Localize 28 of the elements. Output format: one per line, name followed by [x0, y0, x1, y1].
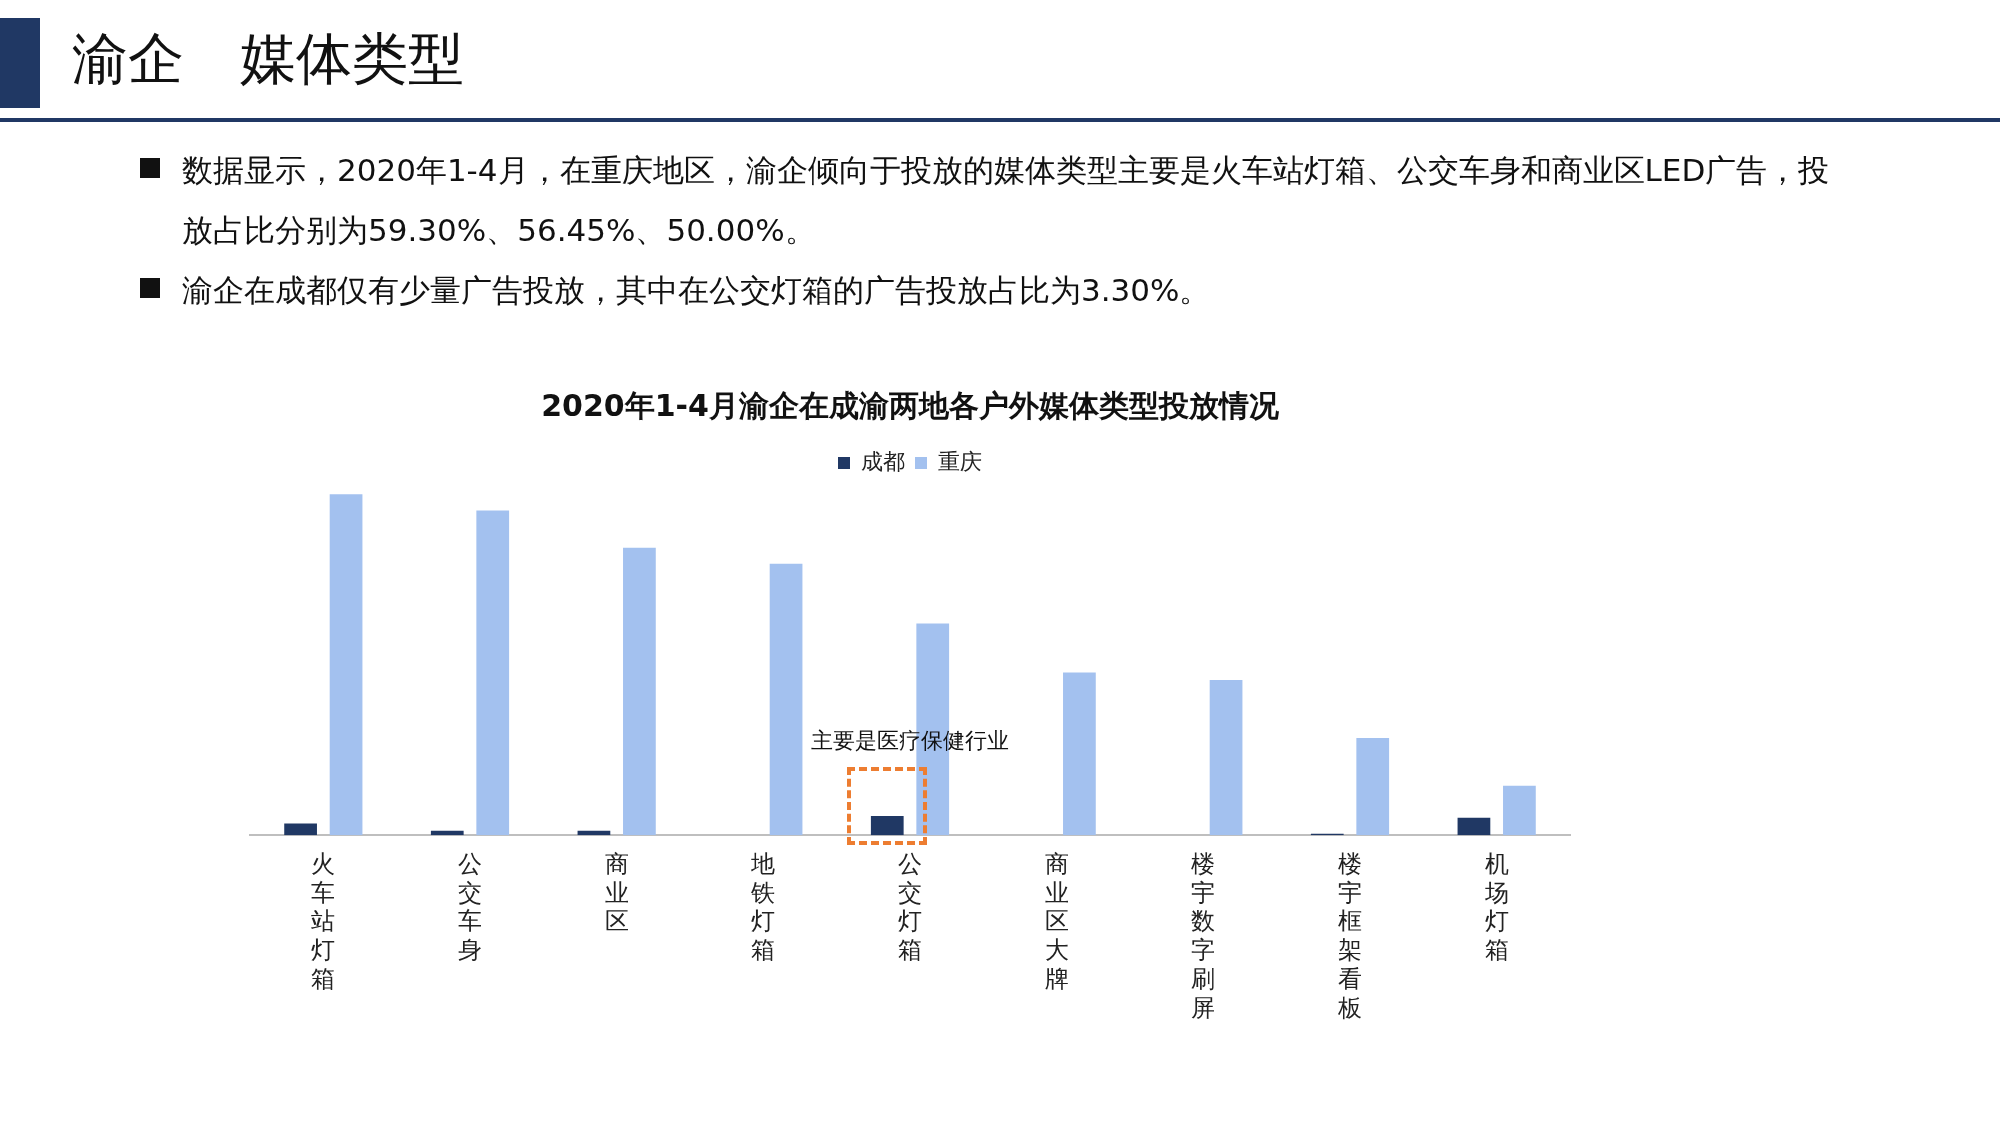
- bar: [1209, 680, 1243, 836]
- chart-title: 渝企 媒体类型: [72, 25, 464, 93]
- bar: [870, 816, 904, 836]
- bar: [1356, 738, 1390, 836]
- bar: [623, 547, 656, 836]
- x-tick-label: 商业区: [604, 849, 629, 936]
- bar: [430, 830, 464, 836]
- x-tick-label: 公交车身: [458, 849, 482, 965]
- x-tick-label: 地铁灯箱: [750, 849, 776, 965]
- legend-label: 成都: [861, 448, 905, 474]
- text: 渝企在成都仅有少量广告投放，其中在公交灯箱的广告投放占比为3.30%。: [181, 271, 1212, 310]
- bar: [1063, 672, 1096, 836]
- x-tick-label: 商业区大牌: [1044, 849, 1069, 994]
- bar: [1503, 785, 1536, 836]
- text: 数据显示，2020年1-4月，在重庆地区，渝企倾向于投放的媒体类型主要是火车站灯箱、公交车身和商业区LED广告，投放占比分别为59.30%、56.45%、50.00%。: [181, 151, 1831, 250]
- x-tick-label: 火车站灯箱: [311, 849, 336, 994]
- chart-subtitle: 2020年1-4月渝企在成渝两地各户外媒体类型投放情况: [541, 387, 1280, 423]
- x-tick-label: 楼宇框架看板: [1337, 849, 1362, 1022]
- x-tick-label: 楼宇数字刷屏: [1191, 849, 1216, 1022]
- x-tick-label: 公交灯箱: [898, 849, 922, 965]
- bar: [329, 494, 363, 836]
- bar: [476, 510, 510, 836]
- annotation: 主要是医疗保健行业: [811, 728, 1009, 754]
- legend-label: 重庆: [938, 448, 982, 474]
- bar: [1457, 817, 1491, 836]
- bar: [284, 823, 317, 836]
- bar: [769, 563, 803, 836]
- x-tick-label: 机场灯箱: [1483, 849, 1509, 965]
